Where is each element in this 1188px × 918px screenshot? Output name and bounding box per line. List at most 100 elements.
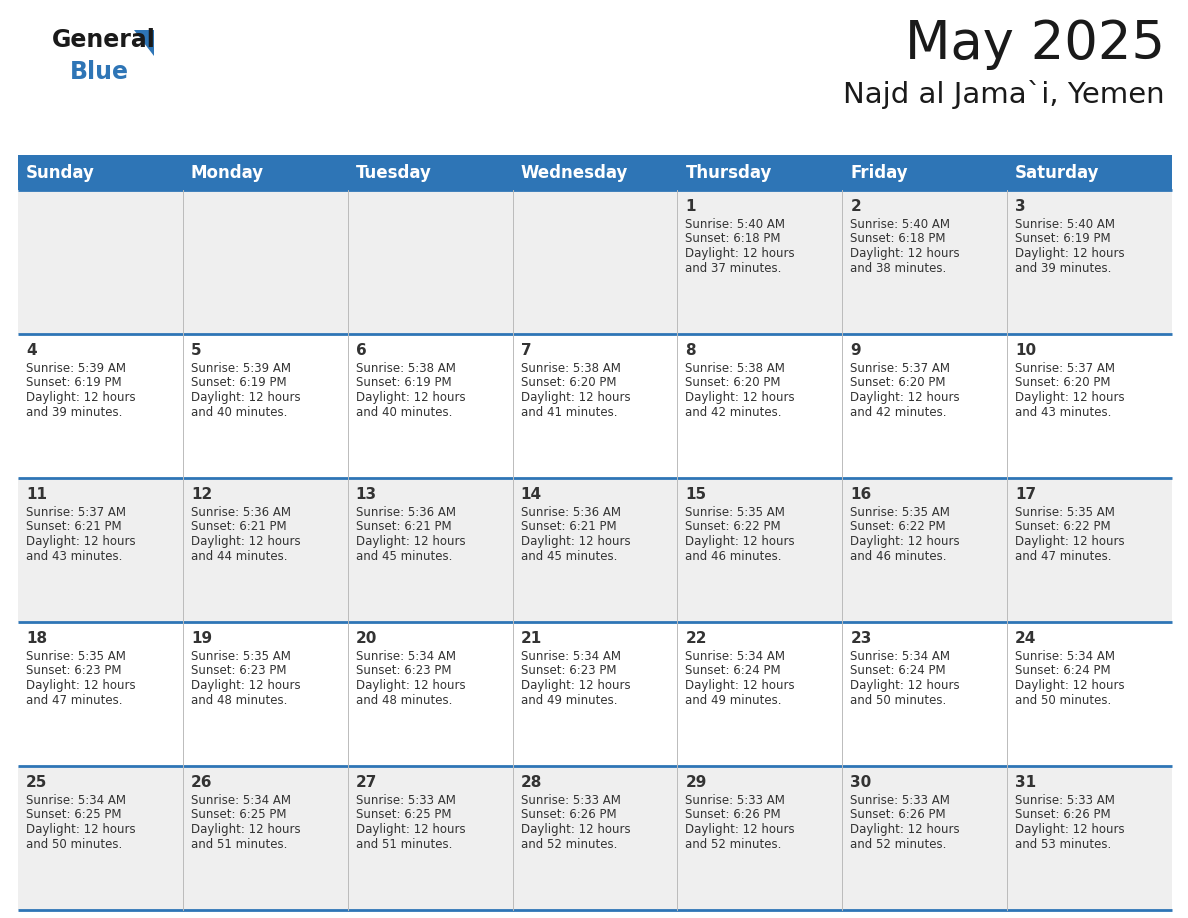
Text: Sunset: 6:24 PM: Sunset: 6:24 PM <box>851 665 946 677</box>
Text: Daylight: 12 hours: Daylight: 12 hours <box>685 391 795 404</box>
Text: Sunrise: 5:39 AM: Sunrise: 5:39 AM <box>26 362 126 375</box>
Text: 4: 4 <box>26 343 37 358</box>
Text: Daylight: 12 hours: Daylight: 12 hours <box>26 535 135 548</box>
Text: Sunset: 6:20 PM: Sunset: 6:20 PM <box>520 376 617 389</box>
Text: Saturday: Saturday <box>1015 163 1100 182</box>
Text: Sunset: 6:25 PM: Sunset: 6:25 PM <box>26 809 121 822</box>
Text: Sunset: 6:19 PM: Sunset: 6:19 PM <box>26 376 121 389</box>
Text: Sunset: 6:21 PM: Sunset: 6:21 PM <box>520 521 617 533</box>
Text: Sunset: 6:18 PM: Sunset: 6:18 PM <box>851 232 946 245</box>
Text: Sunset: 6:20 PM: Sunset: 6:20 PM <box>1015 376 1111 389</box>
Text: Daylight: 12 hours: Daylight: 12 hours <box>520 679 630 692</box>
Text: Sunset: 6:19 PM: Sunset: 6:19 PM <box>1015 232 1111 245</box>
Bar <box>842 155 1007 190</box>
Text: and 49 minutes.: and 49 minutes. <box>520 693 617 707</box>
Text: 1: 1 <box>685 199 696 214</box>
Text: Daylight: 12 hours: Daylight: 12 hours <box>851 823 960 836</box>
Text: Sunrise: 5:38 AM: Sunrise: 5:38 AM <box>520 362 620 375</box>
Bar <box>18 155 183 190</box>
Text: Sunset: 6:18 PM: Sunset: 6:18 PM <box>685 232 781 245</box>
Text: 19: 19 <box>191 631 211 646</box>
Bar <box>18 766 1173 910</box>
Text: Sunset: 6:24 PM: Sunset: 6:24 PM <box>685 665 781 677</box>
Text: Wednesday: Wednesday <box>520 163 628 182</box>
Text: Sunrise: 5:40 AM: Sunrise: 5:40 AM <box>685 218 785 231</box>
Text: Daylight: 12 hours: Daylight: 12 hours <box>685 679 795 692</box>
Text: Daylight: 12 hours: Daylight: 12 hours <box>851 535 960 548</box>
Text: Sunrise: 5:35 AM: Sunrise: 5:35 AM <box>191 650 291 663</box>
Text: Monday: Monday <box>191 163 264 182</box>
Text: Sunrise: 5:37 AM: Sunrise: 5:37 AM <box>851 362 950 375</box>
Text: and 46 minutes.: and 46 minutes. <box>851 550 947 563</box>
Text: Daylight: 12 hours: Daylight: 12 hours <box>685 247 795 260</box>
Text: Sunrise: 5:34 AM: Sunrise: 5:34 AM <box>685 650 785 663</box>
Text: Daylight: 12 hours: Daylight: 12 hours <box>520 823 630 836</box>
Text: Daylight: 12 hours: Daylight: 12 hours <box>191 679 301 692</box>
Text: Sunrise: 5:40 AM: Sunrise: 5:40 AM <box>1015 218 1116 231</box>
Text: 17: 17 <box>1015 487 1036 502</box>
Bar <box>1007 155 1173 190</box>
Text: 5: 5 <box>191 343 202 358</box>
Text: Daylight: 12 hours: Daylight: 12 hours <box>191 823 301 836</box>
Text: and 45 minutes.: and 45 minutes. <box>520 550 617 563</box>
Text: Daylight: 12 hours: Daylight: 12 hours <box>26 391 135 404</box>
Text: 29: 29 <box>685 775 707 790</box>
Text: 21: 21 <box>520 631 542 646</box>
Text: Sunset: 6:26 PM: Sunset: 6:26 PM <box>520 809 617 822</box>
Text: May 2025: May 2025 <box>905 18 1165 70</box>
Text: Sunset: 6:25 PM: Sunset: 6:25 PM <box>355 809 451 822</box>
Text: General: General <box>52 28 156 52</box>
Text: Sunset: 6:21 PM: Sunset: 6:21 PM <box>355 521 451 533</box>
Text: Daylight: 12 hours: Daylight: 12 hours <box>1015 679 1125 692</box>
Text: and 51 minutes.: and 51 minutes. <box>355 837 453 850</box>
Bar <box>18 478 1173 622</box>
Text: Tuesday: Tuesday <box>355 163 431 182</box>
Text: Sunday: Sunday <box>26 163 95 182</box>
Text: and 37 minutes.: and 37 minutes. <box>685 262 782 274</box>
Text: Sunset: 6:24 PM: Sunset: 6:24 PM <box>1015 665 1111 677</box>
Text: Sunset: 6:20 PM: Sunset: 6:20 PM <box>685 376 781 389</box>
Text: Sunset: 6:23 PM: Sunset: 6:23 PM <box>520 665 617 677</box>
Text: Sunrise: 5:36 AM: Sunrise: 5:36 AM <box>191 506 291 519</box>
Text: Sunset: 6:25 PM: Sunset: 6:25 PM <box>191 809 286 822</box>
Text: Daylight: 12 hours: Daylight: 12 hours <box>685 535 795 548</box>
Text: and 40 minutes.: and 40 minutes. <box>191 406 287 419</box>
Text: Sunset: 6:23 PM: Sunset: 6:23 PM <box>191 665 286 677</box>
Text: Sunrise: 5:35 AM: Sunrise: 5:35 AM <box>851 506 950 519</box>
Text: 2: 2 <box>851 199 861 214</box>
Text: Sunset: 6:20 PM: Sunset: 6:20 PM <box>851 376 946 389</box>
Text: and 48 minutes.: and 48 minutes. <box>355 693 453 707</box>
Bar <box>18 190 1173 334</box>
Text: Sunset: 6:23 PM: Sunset: 6:23 PM <box>26 665 121 677</box>
Text: Sunset: 6:26 PM: Sunset: 6:26 PM <box>685 809 781 822</box>
Text: Daylight: 12 hours: Daylight: 12 hours <box>26 679 135 692</box>
Bar <box>677 155 842 190</box>
Text: and 39 minutes.: and 39 minutes. <box>1015 262 1112 274</box>
Bar <box>183 155 348 190</box>
Text: Sunrise: 5:34 AM: Sunrise: 5:34 AM <box>355 650 456 663</box>
Text: Daylight: 12 hours: Daylight: 12 hours <box>191 535 301 548</box>
Bar <box>512 155 677 190</box>
Text: Sunrise: 5:34 AM: Sunrise: 5:34 AM <box>851 650 950 663</box>
Text: and 46 minutes.: and 46 minutes. <box>685 550 782 563</box>
Text: and 42 minutes.: and 42 minutes. <box>851 406 947 419</box>
Text: and 48 minutes.: and 48 minutes. <box>191 693 287 707</box>
Text: Sunset: 6:26 PM: Sunset: 6:26 PM <box>851 809 946 822</box>
Text: Daylight: 12 hours: Daylight: 12 hours <box>851 391 960 404</box>
Text: Sunrise: 5:38 AM: Sunrise: 5:38 AM <box>355 362 455 375</box>
Text: Sunrise: 5:33 AM: Sunrise: 5:33 AM <box>851 794 950 807</box>
Text: Daylight: 12 hours: Daylight: 12 hours <box>191 391 301 404</box>
Text: Sunrise: 5:39 AM: Sunrise: 5:39 AM <box>191 362 291 375</box>
Bar <box>18 622 1173 766</box>
Text: 24: 24 <box>1015 631 1036 646</box>
Text: 6: 6 <box>355 343 366 358</box>
Text: Sunrise: 5:34 AM: Sunrise: 5:34 AM <box>1015 650 1116 663</box>
Text: Daylight: 12 hours: Daylight: 12 hours <box>851 679 960 692</box>
Text: Daylight: 12 hours: Daylight: 12 hours <box>355 535 466 548</box>
Polygon shape <box>134 30 154 56</box>
Text: 27: 27 <box>355 775 377 790</box>
Text: 3: 3 <box>1015 199 1025 214</box>
Text: Sunset: 6:21 PM: Sunset: 6:21 PM <box>191 521 286 533</box>
Text: and 50 minutes.: and 50 minutes. <box>851 693 947 707</box>
Text: Sunrise: 5:33 AM: Sunrise: 5:33 AM <box>520 794 620 807</box>
